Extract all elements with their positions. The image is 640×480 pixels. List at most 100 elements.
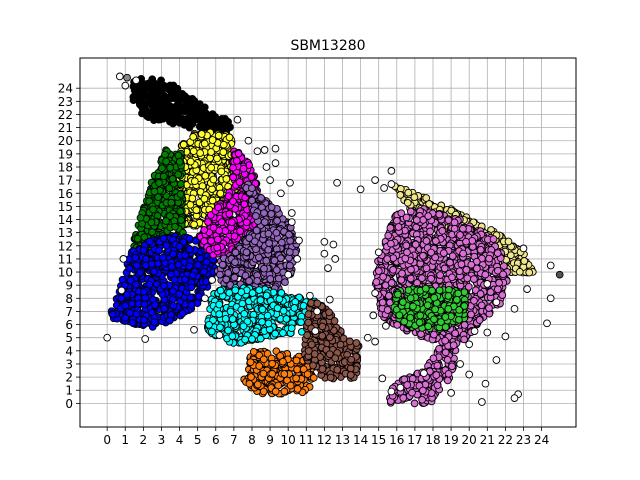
point xyxy=(132,261,141,270)
point xyxy=(265,239,273,248)
point xyxy=(228,332,237,340)
x-tick-label: 0 xyxy=(103,433,111,447)
point xyxy=(275,295,284,303)
point xyxy=(246,358,255,367)
point xyxy=(273,216,281,225)
point xyxy=(189,133,198,141)
point xyxy=(160,281,168,290)
point xyxy=(189,271,197,280)
point xyxy=(253,276,262,285)
point xyxy=(162,241,171,250)
point xyxy=(214,131,223,140)
y-tick-label: 22 xyxy=(58,108,73,122)
point xyxy=(214,203,223,212)
y-tick-label: 10 xyxy=(58,266,73,280)
point xyxy=(259,369,268,378)
point xyxy=(126,276,135,285)
point xyxy=(248,289,257,297)
point xyxy=(310,350,319,358)
x-tick-label: 18 xyxy=(425,433,440,447)
point xyxy=(159,172,168,181)
x-tick-label: 2 xyxy=(140,433,148,447)
point xyxy=(410,193,419,202)
point xyxy=(346,371,355,379)
x-tick-label: 7 xyxy=(230,433,238,447)
point xyxy=(293,385,302,393)
point xyxy=(245,379,254,388)
x-tick-label: 1 xyxy=(121,433,129,447)
point xyxy=(178,309,187,318)
point xyxy=(202,258,211,266)
point xyxy=(200,226,209,234)
point xyxy=(325,333,334,342)
point xyxy=(176,190,185,199)
point xyxy=(196,254,205,263)
point xyxy=(194,261,202,269)
y-tick-label: 3 xyxy=(65,357,73,371)
point xyxy=(171,222,179,231)
point xyxy=(213,243,222,252)
point xyxy=(197,130,206,138)
point xyxy=(169,250,178,258)
point xyxy=(225,133,234,142)
point xyxy=(150,187,159,196)
x-tick-label: 12 xyxy=(317,433,332,447)
point xyxy=(174,170,183,179)
y-tick-label: 2 xyxy=(65,371,73,385)
point xyxy=(166,163,175,172)
point xyxy=(264,245,273,254)
point xyxy=(285,230,293,239)
point xyxy=(287,324,296,333)
point xyxy=(274,274,283,283)
point xyxy=(477,301,486,310)
point xyxy=(397,276,406,284)
point xyxy=(281,278,289,287)
y-tick-label: 1 xyxy=(65,384,73,398)
point xyxy=(133,234,142,243)
point xyxy=(175,117,184,126)
point xyxy=(248,196,256,205)
point xyxy=(229,173,237,182)
point xyxy=(177,216,185,224)
point xyxy=(309,361,317,370)
point xyxy=(145,81,154,90)
point xyxy=(161,150,169,159)
point xyxy=(347,355,356,364)
point xyxy=(267,203,276,212)
point xyxy=(146,94,155,103)
point xyxy=(187,283,196,292)
point xyxy=(147,218,156,227)
x-tick-label: 8 xyxy=(248,433,256,447)
point xyxy=(175,290,184,299)
point xyxy=(285,248,294,256)
point xyxy=(150,267,158,276)
x-tick-label: 3 xyxy=(158,433,166,447)
y-tick-label: 18 xyxy=(58,160,73,174)
point xyxy=(422,194,431,202)
point xyxy=(147,109,156,118)
point xyxy=(174,260,183,269)
point xyxy=(435,344,443,353)
axes: 0 1 2 3 4 5 6 7 8 9 10 11 12 13 14 15 16 17 18 19 20 21 22 23 24… xyxy=(58,82,550,447)
y-tick-label: 12 xyxy=(58,239,73,253)
x-tick-label: 5 xyxy=(194,433,202,447)
point xyxy=(201,122,210,131)
point xyxy=(325,308,333,317)
point xyxy=(303,331,312,340)
point xyxy=(255,286,263,294)
points xyxy=(103,72,564,408)
point xyxy=(140,300,149,309)
point xyxy=(267,210,276,218)
point xyxy=(215,310,224,318)
point xyxy=(404,188,413,197)
point xyxy=(307,299,315,307)
point xyxy=(209,175,218,184)
point xyxy=(230,273,239,282)
point xyxy=(168,175,177,183)
point xyxy=(242,248,251,257)
point xyxy=(158,164,166,173)
point xyxy=(169,119,177,128)
point xyxy=(186,157,195,166)
point xyxy=(162,217,170,225)
